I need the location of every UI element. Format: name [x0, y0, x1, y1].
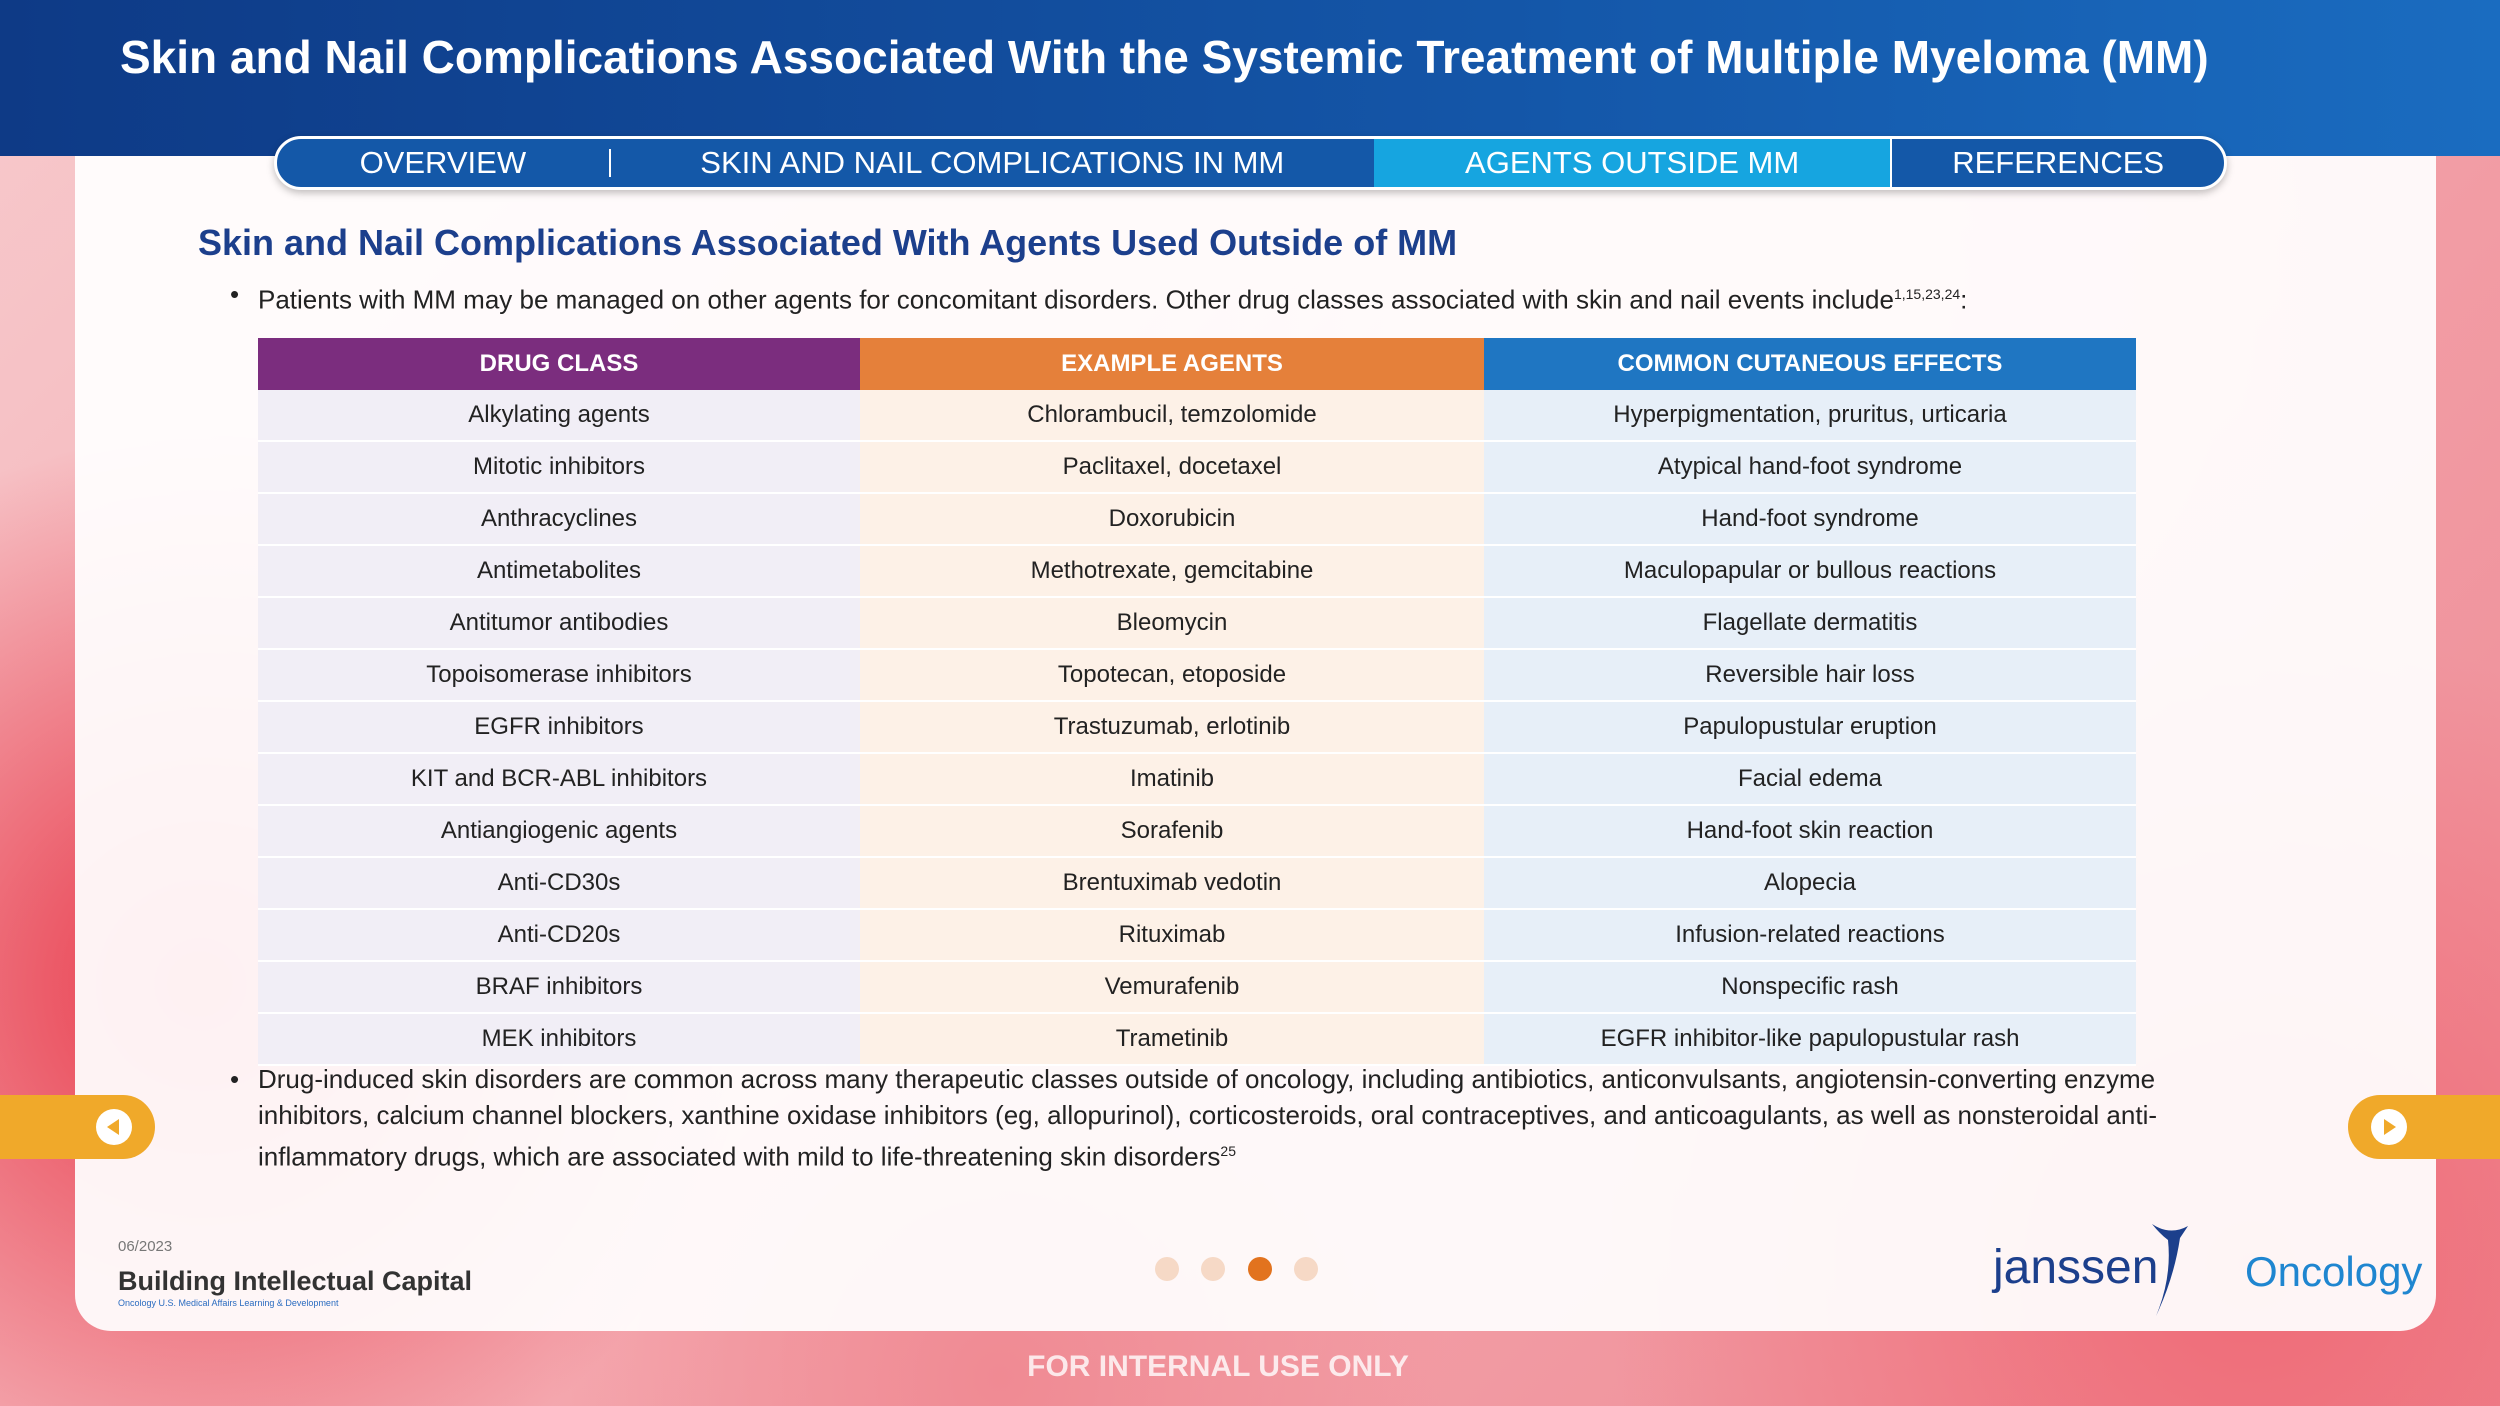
arrow-icon [2384, 1119, 2396, 1135]
table-row: Topoisomerase inhibitors Topotecan, etopo… [258, 649, 2136, 702]
slide-title: Skin and Nail Complications Associated W… [120, 31, 2209, 83]
icon [96, 1109, 132, 1145]
tab-label: REFERENCES [1952, 145, 2165, 180]
text: Patients with MM may be managed on other… [258, 284, 1894, 315]
table-cell: Brentuximab vedotin [860, 857, 1484, 910]
table-cell: Bleomycin [860, 597, 1484, 650]
reference: 25 [1220, 1143, 1236, 1159]
table-cell: Mitotic inhibitors [258, 441, 860, 494]
logo-name: janssen [1993, 1241, 2159, 1294]
text: Drug-induced skin disorders are common a… [258, 1064, 2158, 1172]
table-row: Antitumor antibodies Bleomycin Flagellate … [258, 597, 2136, 650]
table-cell: Chlorambucil, temzolomide [860, 390, 1484, 442]
brand-sub: Oncology U.S. Medical Affairs Learning &… [118, 1298, 339, 1308]
table-cell: KIT and BCR-ABL inhibitors [258, 753, 860, 806]
header-row: DRUG CLASS EXAMPLE AGENTS COMMON CUTANEO… [258, 338, 2136, 390]
table-cell: Papulopustular eruption [1484, 701, 2136, 754]
table-row: Anthracyclines Doxorubicin Hand-foot syndr… [258, 493, 2136, 546]
table-row: BRAF inhibitors Vemurafenib Nonspecific ra… [258, 961, 2136, 1014]
intro-bullet: Patients with MM may be managed on other… [230, 276, 2158, 318]
table-cell: Rituximab [860, 909, 1484, 962]
tab-label: OVERVIEW [359, 145, 527, 180]
header-bar: Skin and Nail Complications Associated W… [0, 0, 2500, 156]
logo-mark [2152, 1224, 2188, 1316]
table-cell: Trametinib [860, 1013, 1484, 1066]
table-row: Antiangiogenic agents Sorafenib Hand-foot … [258, 805, 2136, 858]
table-body: Alkylating agents Chlorambucil, temzolomi… [258, 390, 2136, 1066]
arrow-icon [107, 1119, 119, 1135]
table-cell: Maculopapular or bullous reactions [1484, 545, 2136, 598]
page-dot-active[interactable] [1248, 1257, 1272, 1281]
table-row: KIT and BCR-ABL inhibitors Imatinib Facial… [258, 753, 2136, 806]
date: 06/2023 [118, 1238, 173, 1255]
table-cell: EGFR inhibitor-like papulopustular rash [1484, 1013, 2136, 1066]
table-cell: Alkylating agents [258, 390, 860, 442]
logo-unit: Oncology [2245, 1248, 2423, 1295]
table-row: Anti-CD20s Rituximab Infusion-related reac… [258, 909, 2136, 962]
table-row: Mitotic inhibitors Paclitaxel, docetaxel A… [258, 441, 2136, 494]
reference: 1,15,23,24 [1893, 286, 1961, 302]
table-cell: Topotecan, etoposide [860, 649, 1484, 702]
table-cell: Paclitaxel, docetaxel [860, 441, 1484, 494]
table-cell: Hand-foot syndrome [1484, 493, 2136, 546]
table-cell: Trastuzumab, erlotinib [860, 701, 1484, 754]
table-row: Alkylating agents Chlorambucil, temzolomi… [258, 390, 2136, 442]
table-cell: Anti-CD30s [258, 857, 860, 910]
page-dot[interactable] [1294, 1257, 1318, 1281]
table-cell: Vemurafenib [860, 961, 1484, 1014]
table-row: EGFR inhibitors Trastuzumab, erlotinib Pap… [258, 701, 2136, 754]
table-row: MEK inhibitors Trametinib EGFR inhibitor-l… [258, 1013, 2136, 1066]
nav-tab[interactable]: REFERENCES [1890, 139, 2224, 187]
table-cell: EGFR inhibitors [258, 701, 860, 754]
table-cell: Antimetabolites [258, 545, 860, 598]
table-cell: BRAF inhibitors [258, 961, 860, 1014]
note-bullet: Drug-induced skin disorders are common a… [230, 1061, 2158, 1175]
table-cell: Methotrexate, gemcitabine [860, 545, 1484, 598]
table-cell: Nonspecific rash [1484, 961, 2136, 1014]
table-cell: Anthracyclines [258, 493, 860, 546]
table-cell: Imatinib [860, 753, 1484, 806]
table-cell: Topoisomerase inhibitors [258, 649, 860, 702]
tab-label: AGENTS OUTSIDE MM [1465, 145, 1800, 180]
nav-bar: OVERVIEW SKIN AND NAIL COMPLICATIONS IN … [274, 136, 2227, 190]
table-cell: Sorafenib [860, 805, 1484, 858]
text: : [1960, 284, 1968, 315]
page-dot[interactable] [1155, 1257, 1179, 1281]
table-cell: Anti-CD20s [258, 909, 860, 962]
table-cell: Facial edema [1484, 753, 2136, 806]
prev-button[interactable] [0, 1095, 155, 1159]
table-cell: MEK inhibitors [258, 1013, 860, 1066]
table-cell: Hyperpigmentation, pruritus, urticaria [1484, 390, 2136, 442]
table-cell: Flagellate dermatitis [1484, 597, 2136, 650]
icon [2371, 1109, 2407, 1145]
table-cell: Infusion-related reactions [1484, 909, 2136, 962]
table-cell: Antiangiogenic agents [258, 805, 860, 858]
header-cell: EXAMPLE AGENTS [860, 338, 1484, 390]
nav-tab[interactable]: OVERVIEW [277, 139, 609, 187]
section-heading: Skin and Nail Complications Associated W… [198, 222, 1458, 263]
nav-tab[interactable]: SKIN AND NAIL COMPLICATIONS IN MM [611, 139, 1374, 187]
table-cell: Reversible hair loss [1484, 649, 2136, 702]
table-cell: Atypical hand-foot syndrome [1484, 441, 2136, 494]
brand: Building Intellectual Capital [118, 1266, 473, 1296]
nav-tab-active[interactable]: AGENTS OUTSIDE MM [1373, 139, 1891, 187]
table-cell: Antitumor antibodies [258, 597, 860, 650]
table-cell: Doxorubicin [860, 493, 1484, 546]
table-row: Antimetabolites Methotrexate, gemcitabine… [258, 545, 2136, 598]
tab-label: SKIN AND NAIL COMPLICATIONS IN MM [700, 145, 1285, 180]
table-row: Anti-CD30s Brentuximab vedotin Alopecia [258, 857, 2136, 910]
table-cell: Hand-foot skin reaction [1484, 805, 2136, 858]
drug-table: DRUG CLASS EXAMPLE AGENTS COMMON CUTANEO… [258, 338, 2136, 1066]
table-cell: Alopecia [1484, 857, 2136, 910]
tab-divider [608, 149, 611, 177]
next-button[interactable] [2348, 1095, 2500, 1159]
notice: FOR INTERNAL USE ONLY [1027, 1350, 1409, 1383]
page-dot[interactable] [1201, 1257, 1225, 1281]
header-cell: COMMON CUTANEOUS EFFECTS [1484, 338, 2136, 390]
header-cell: DRUG CLASS [258, 338, 860, 390]
